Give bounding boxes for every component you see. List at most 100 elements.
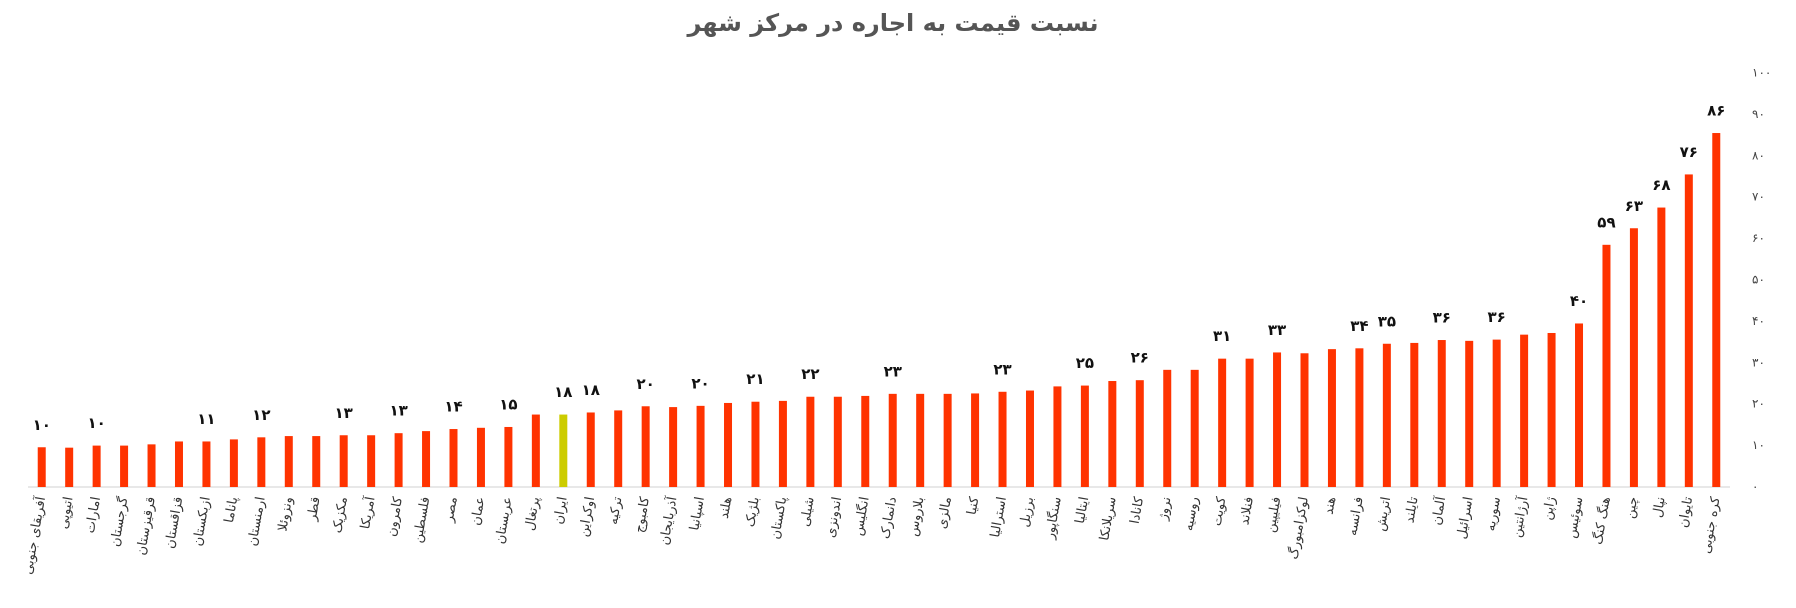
bar bbox=[65, 447, 74, 487]
bar bbox=[92, 445, 101, 487]
y-tick-label: ۲۰ bbox=[1752, 397, 1765, 411]
value-label: ۲۳ bbox=[993, 360, 1011, 378]
bar bbox=[147, 444, 156, 487]
value-label: ۲۳ bbox=[884, 362, 902, 380]
x-tick-label: بلاروس bbox=[906, 496, 928, 538]
bar bbox=[1465, 340, 1474, 487]
x-tick-label: برزیل bbox=[1017, 496, 1037, 529]
x-tick-label: آفریقای جنوبی bbox=[19, 494, 50, 576]
bar bbox=[916, 393, 925, 487]
y-tick-label: ۸۰ bbox=[1752, 148, 1765, 162]
bar bbox=[1273, 352, 1282, 487]
value-label: ۲۶ bbox=[1131, 349, 1149, 367]
value-label: ۳۵ bbox=[1378, 312, 1396, 330]
x-tick-label: سوئیس bbox=[1564, 496, 1586, 540]
y-tick-label: ۷۰ bbox=[1752, 190, 1765, 204]
x-tick-label: امارات bbox=[83, 496, 104, 535]
bar bbox=[1437, 340, 1446, 487]
value-label: ۱۱ bbox=[197, 410, 215, 428]
bar bbox=[1080, 385, 1089, 487]
x-tick-label: عربستان bbox=[493, 496, 516, 545]
x-tick-label: کویت bbox=[1210, 495, 1230, 527]
bar bbox=[778, 400, 787, 487]
x-tick-label: مالزی bbox=[935, 496, 955, 530]
bar bbox=[1684, 174, 1693, 487]
bar bbox=[394, 433, 403, 487]
value-label: ۲۱ bbox=[746, 370, 764, 388]
value-label: ۱۰ bbox=[87, 414, 105, 432]
x-tick-label: هند bbox=[1322, 496, 1340, 516]
x-tick-label: آمریکا bbox=[356, 494, 379, 530]
x-tick-label: قزاقستان bbox=[163, 496, 187, 550]
x-tick-label: ونزوئلا bbox=[275, 496, 296, 533]
bar bbox=[37, 447, 46, 487]
x-tick-label: فرانسه bbox=[1345, 496, 1367, 537]
bar bbox=[614, 410, 623, 487]
value-label: ۱۳ bbox=[389, 402, 407, 420]
bar bbox=[1575, 323, 1584, 487]
bar bbox=[806, 396, 815, 487]
x-tick-label: کانادا bbox=[1128, 495, 1148, 525]
x-tick-label: اتیوپی bbox=[56, 496, 76, 530]
value-label: ۲۰ bbox=[637, 375, 655, 393]
x-tick-label: ژاپن bbox=[1540, 496, 1559, 522]
x-tick-label: ایران bbox=[551, 496, 571, 526]
bar bbox=[751, 401, 760, 487]
x-tick-label: اسپانیا bbox=[687, 496, 708, 532]
value-label: ۱۸ bbox=[582, 381, 600, 399]
y-tick-label: ۶۰ bbox=[1752, 231, 1765, 245]
x-tick-label: اندونزی bbox=[823, 496, 845, 539]
x-tick-label: پرتغال bbox=[523, 495, 544, 532]
x-tick-label: آذربایجان bbox=[655, 494, 680, 546]
bar bbox=[229, 439, 238, 487]
x-tick-label: نپال bbox=[1650, 496, 1668, 519]
bar bbox=[174, 441, 183, 487]
bar bbox=[257, 437, 266, 487]
x-tick-label: ایتالیا bbox=[1073, 496, 1092, 525]
x-tick-label: پاکستان bbox=[768, 495, 790, 540]
x-tick-label: مصر bbox=[442, 496, 461, 525]
y-tick-label: ۵۰ bbox=[1752, 273, 1765, 287]
bar bbox=[1190, 369, 1199, 487]
x-tick-label: لوکزامبورگ bbox=[1284, 495, 1312, 560]
bar bbox=[1300, 353, 1309, 487]
bar bbox=[1135, 380, 1144, 487]
bar bbox=[476, 427, 485, 487]
value-label: ۱۵ bbox=[499, 395, 517, 413]
value-label: ۳۴ bbox=[1350, 317, 1368, 335]
y-tick-label: ۰ bbox=[1752, 480, 1758, 494]
bar bbox=[284, 436, 293, 487]
bar bbox=[1163, 369, 1172, 487]
x-tick-label: فنلاند bbox=[1237, 496, 1257, 527]
bar bbox=[1025, 390, 1034, 487]
bar bbox=[998, 391, 1007, 487]
value-label: ۳۳ bbox=[1268, 321, 1286, 339]
x-tick-label: کامبوج bbox=[632, 495, 653, 534]
bar bbox=[943, 393, 952, 487]
x-tick-label: پاناما bbox=[222, 495, 241, 524]
x-tick-label: روسیه bbox=[1181, 496, 1202, 532]
x-tick-label: چین bbox=[1623, 496, 1642, 520]
x-tick-label: مکزیک bbox=[330, 496, 351, 535]
x-tick-label: سنگاپور bbox=[1041, 496, 1064, 542]
x-tick-label: فیلیپین bbox=[1263, 496, 1284, 534]
x-tick-label: انگلیس bbox=[850, 496, 873, 537]
bar bbox=[641, 406, 650, 487]
x-tick-label: نروژ bbox=[1156, 496, 1175, 523]
value-label: ۱۳ bbox=[335, 404, 353, 422]
bar bbox=[1547, 332, 1556, 487]
value-label: ۱۰ bbox=[33, 416, 51, 434]
x-tick-label: آرژانتین bbox=[1508, 494, 1532, 539]
value-label: ۲۵ bbox=[1076, 354, 1094, 372]
x-tick-label: تایوان bbox=[1676, 495, 1696, 529]
bar bbox=[1218, 358, 1227, 487]
y-tick-label: ۳۰ bbox=[1752, 355, 1765, 369]
bar bbox=[586, 412, 595, 487]
bar bbox=[1108, 381, 1117, 487]
bar bbox=[202, 441, 211, 487]
x-tick-label: آلمان bbox=[1427, 494, 1449, 526]
bar bbox=[696, 405, 705, 487]
x-tick-label: ارمنستان bbox=[245, 496, 268, 548]
x-tick-label: ازبکستان bbox=[190, 496, 213, 548]
value-label: ۶۳ bbox=[1625, 197, 1643, 215]
